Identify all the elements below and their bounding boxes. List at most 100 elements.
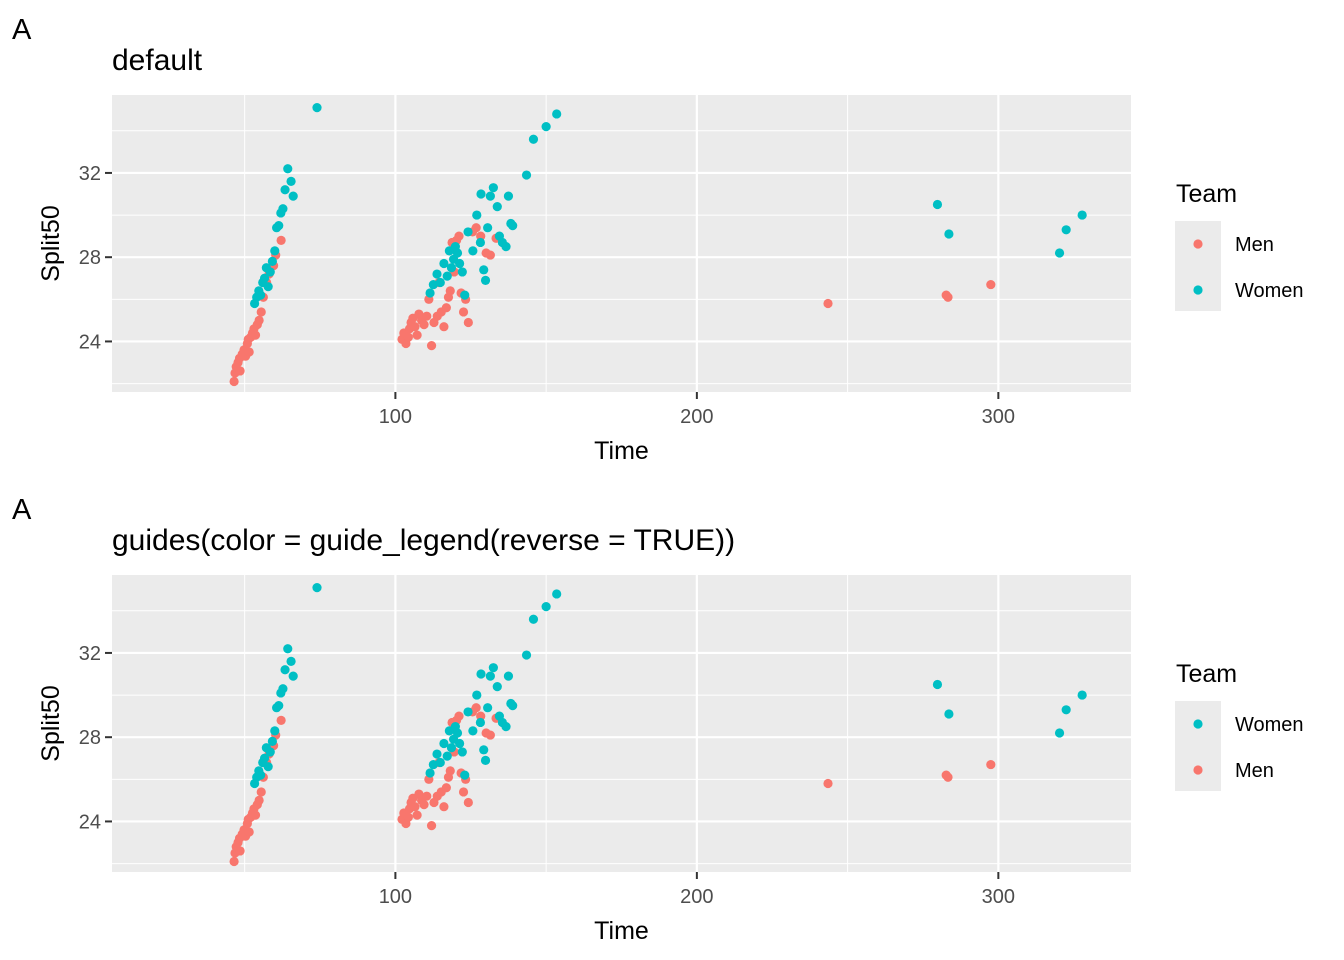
data-point-women — [483, 703, 493, 713]
data-point-men — [439, 322, 449, 332]
data-point-men — [403, 332, 413, 342]
data-point-men — [986, 279, 996, 290]
data-point-men — [445, 766, 455, 776]
chart-panel-default: A default 24 28 32 100 200 300 Time Split50 Team… — [12, 14, 1304, 465]
data-point-men — [441, 303, 451, 313]
legend-title: Team — [1176, 180, 1237, 208]
data-point-women — [479, 745, 489, 755]
data-point-women — [286, 176, 296, 186]
data-point-men — [485, 250, 495, 260]
data-point-women — [508, 220, 518, 231]
x-tick-label: 200 — [680, 406, 713, 428]
data-point-men — [422, 791, 432, 801]
data-point-women — [442, 271, 452, 281]
chart-title: guides(color = guide_legend(reverse = TR… — [112, 524, 736, 557]
data-point-men — [463, 317, 473, 328]
data-point-women — [932, 199, 943, 210]
data-point-women — [446, 743, 457, 753]
scatter-plot: 24 28 32 100 200 300 Time Split50 Team Women Men — [37, 575, 1304, 945]
data-point-men — [256, 787, 266, 797]
data-point-women — [435, 277, 445, 288]
data-point-men — [471, 703, 481, 713]
data-point-women — [312, 103, 322, 113]
data-point-women — [483, 223, 493, 233]
data-point-men — [823, 778, 833, 789]
panel-background — [112, 95, 1131, 392]
data-point-women — [476, 669, 486, 679]
y-tick-label: 24 — [79, 331, 101, 353]
x-axis-title: Time — [594, 437, 649, 465]
data-point-women — [425, 768, 435, 778]
data-point-men — [426, 821, 437, 831]
data-point-women — [428, 759, 438, 770]
data-point-women — [259, 273, 270, 283]
legend-key-background — [1175, 221, 1221, 311]
legend-label-men: Men — [1235, 760, 1274, 782]
data-point-women — [446, 263, 457, 273]
y-tick-label: 32 — [79, 643, 101, 665]
data-point-men — [943, 772, 953, 782]
data-point-women — [463, 707, 473, 717]
data-point-men — [250, 810, 261, 820]
data-point-women — [501, 242, 511, 252]
data-point-men — [235, 846, 245, 856]
data-point-men — [419, 319, 429, 330]
data-point-women — [267, 256, 277, 267]
data-point-women — [452, 248, 463, 258]
data-point-men — [254, 315, 264, 325]
data-point-men — [439, 802, 449, 812]
data-point-women — [439, 258, 449, 269]
data-point-women — [280, 185, 290, 195]
data-point-women — [1061, 225, 1071, 235]
data-point-women — [480, 755, 491, 765]
data-point-women — [263, 282, 273, 292]
data-point-men — [471, 223, 481, 233]
data-point-men — [412, 810, 422, 820]
data-point-women — [528, 134, 539, 144]
data-point-women — [270, 246, 280, 256]
data-point-women — [256, 770, 266, 780]
data-point-men — [458, 307, 469, 317]
data-point-men — [250, 330, 261, 340]
data-point-women — [521, 170, 532, 180]
data-point-women — [283, 644, 293, 654]
data-point-women — [455, 738, 465, 749]
chart-panel-reversed-legend: A guides(color = guide_legend(reverse = … — [0, 480, 1344, 960]
data-point-women — [479, 265, 489, 275]
data-point-women — [439, 738, 449, 749]
x-tick-label: 300 — [982, 406, 1015, 428]
y-tick-label: 28 — [79, 727, 101, 749]
data-point-women — [274, 700, 284, 711]
x-tick-label: 100 — [379, 886, 412, 908]
data-point-women — [265, 267, 275, 277]
data-point-women — [501, 722, 511, 732]
data-point-women — [278, 684, 288, 694]
data-point-women — [503, 191, 514, 201]
data-point-men — [276, 235, 286, 245]
data-point-men — [943, 292, 953, 302]
data-point-women — [475, 237, 486, 248]
panel-background — [112, 575, 1131, 872]
data-point-women — [468, 726, 478, 736]
data-point-women — [552, 589, 562, 599]
data-point-men — [422, 311, 432, 321]
data-point-women — [263, 762, 273, 772]
data-point-women — [432, 749, 442, 759]
data-point-women — [265, 747, 275, 757]
data-point-women — [452, 728, 463, 738]
legend-title: Team — [1176, 660, 1237, 688]
data-point-women — [460, 290, 470, 300]
data-point-women — [274, 220, 284, 231]
data-point-men — [454, 711, 464, 721]
data-point-men — [485, 730, 495, 740]
data-point-women — [283, 164, 293, 174]
data-point-women — [528, 614, 539, 624]
legend-label-men: Men — [1235, 234, 1274, 256]
data-point-women — [270, 726, 280, 736]
data-point-men — [229, 856, 239, 867]
y-tick-label: 32 — [79, 163, 101, 185]
data-point-women — [944, 229, 954, 239]
y-axis-title: Split50 — [37, 205, 65, 281]
data-point-women — [1061, 705, 1071, 715]
data-point-women — [457, 267, 467, 277]
